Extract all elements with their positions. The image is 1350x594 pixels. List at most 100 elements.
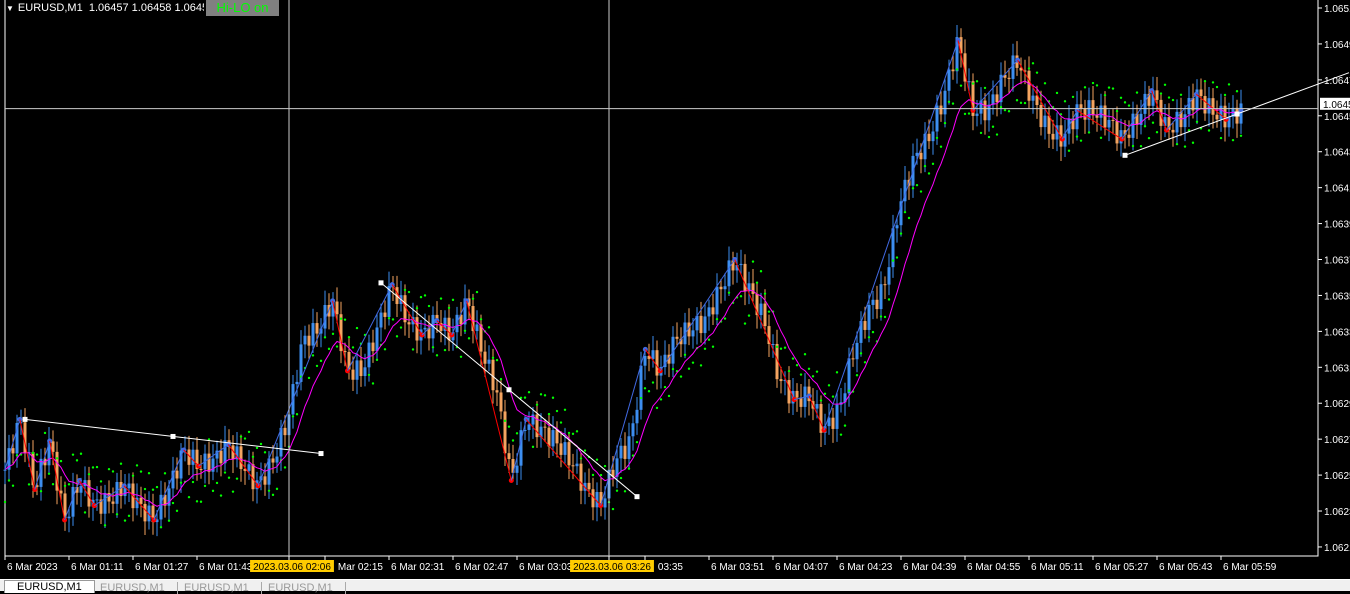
candle bbox=[1175, 111, 1179, 133]
zigzag-segment bbox=[808, 395, 825, 431]
sar-dot bbox=[911, 187, 915, 190]
sar-dot bbox=[799, 373, 803, 376]
y-tick-label: 1.0629 bbox=[1324, 399, 1350, 410]
zigzag-segment bbox=[64, 480, 80, 521]
tab-chart-1[interactable]: EURUSD,M1 bbox=[4, 580, 95, 593]
candle bbox=[631, 423, 635, 437]
chart-frame bbox=[4, 0, 1319, 557]
candle bbox=[535, 414, 539, 438]
candle bbox=[491, 359, 495, 391]
sar-dot bbox=[891, 259, 895, 262]
hilo-toggle-button[interactable]: Hi-LO on bbox=[206, 0, 279, 16]
candle bbox=[1087, 100, 1091, 120]
sar-dot bbox=[1159, 92, 1163, 95]
candle bbox=[1071, 118, 1075, 130]
zigzag-segment bbox=[644, 349, 661, 372]
candle bbox=[739, 263, 743, 266]
y-tick-label: 1.0639 bbox=[1324, 220, 1350, 231]
candle bbox=[915, 152, 919, 156]
dropdown-triangle-icon[interactable]: ▼ bbox=[6, 4, 14, 13]
candle bbox=[51, 441, 55, 452]
candle bbox=[1075, 104, 1079, 130]
x-tick-label: 6 Mar 05:43 bbox=[1159, 562, 1213, 573]
candle bbox=[767, 326, 771, 345]
sar-dot bbox=[103, 524, 107, 527]
sar-dot bbox=[927, 172, 931, 175]
sar-dot bbox=[547, 412, 551, 416]
candle bbox=[819, 404, 823, 433]
candle bbox=[547, 427, 551, 447]
sar-dot bbox=[1063, 100, 1067, 103]
sar-dot bbox=[871, 330, 875, 334]
sar-dot bbox=[1191, 141, 1195, 144]
sar-dot bbox=[403, 288, 407, 292]
candle bbox=[135, 497, 139, 509]
sar-dot bbox=[47, 472, 51, 475]
candle bbox=[647, 355, 651, 359]
sar-dot bbox=[1075, 135, 1079, 138]
candle bbox=[759, 303, 763, 316]
sar-dot bbox=[71, 453, 75, 456]
candle bbox=[555, 430, 559, 444]
sar-dot bbox=[583, 449, 587, 452]
sar-dot bbox=[1139, 145, 1143, 148]
sar-dot bbox=[639, 396, 643, 400]
sar-dot bbox=[415, 306, 419, 310]
zigzag-segment bbox=[823, 40, 959, 431]
candle bbox=[655, 350, 659, 376]
candle bbox=[407, 322, 411, 325]
trendline-handle bbox=[1122, 152, 1128, 158]
candle bbox=[387, 285, 391, 317]
candle bbox=[771, 343, 775, 345]
sar-dot bbox=[235, 477, 239, 480]
sar-dot bbox=[791, 357, 795, 360]
sar-dot bbox=[135, 464, 139, 467]
sar-dot bbox=[839, 433, 843, 436]
candle bbox=[943, 90, 947, 115]
candle bbox=[995, 94, 999, 103]
candle bbox=[847, 358, 851, 394]
tab-chart-3[interactable]: EURUSD,M1 bbox=[172, 582, 262, 594]
tab-chart-2[interactable]: EURUSD,M1 bbox=[88, 582, 178, 594]
sar-dot bbox=[451, 298, 455, 302]
sar-dot bbox=[759, 270, 763, 273]
candle bbox=[595, 492, 599, 508]
candle bbox=[507, 453, 511, 459]
candle bbox=[187, 449, 191, 465]
sar-dot bbox=[1003, 108, 1007, 112]
tab-chart-4[interactable]: EURUSD,M1 bbox=[256, 582, 346, 594]
sar-dot bbox=[611, 507, 615, 511]
sar-dot bbox=[75, 459, 79, 462]
candle bbox=[875, 299, 879, 310]
sar-dot bbox=[419, 295, 423, 299]
sar-dot bbox=[459, 355, 463, 358]
candle bbox=[931, 131, 935, 142]
candle bbox=[171, 470, 175, 489]
sar-dot bbox=[899, 232, 903, 235]
x-highlight-bg bbox=[250, 560, 334, 572]
candle bbox=[959, 37, 963, 54]
candle bbox=[1043, 115, 1047, 128]
candle bbox=[1099, 105, 1103, 118]
candle bbox=[1167, 117, 1171, 130]
candle bbox=[175, 470, 179, 479]
sar-dot bbox=[1219, 136, 1223, 140]
candle bbox=[751, 283, 755, 294]
zigzag-segment bbox=[1061, 110, 1078, 140]
candle bbox=[271, 458, 275, 463]
zigzag-segment bbox=[183, 449, 199, 467]
candle bbox=[55, 451, 59, 491]
trendline-handle bbox=[634, 494, 640, 500]
x-tick-label: 03:35 bbox=[658, 562, 683, 573]
candle bbox=[95, 499, 99, 501]
sar-dot bbox=[919, 190, 923, 193]
candle bbox=[1035, 95, 1039, 106]
trendline-handle bbox=[506, 387, 512, 393]
sar-dot bbox=[1027, 67, 1031, 70]
candle bbox=[1091, 100, 1095, 116]
candle bbox=[1111, 119, 1115, 121]
sar-dot bbox=[31, 451, 35, 455]
candle bbox=[475, 324, 479, 332]
sar-dot bbox=[1067, 149, 1071, 152]
